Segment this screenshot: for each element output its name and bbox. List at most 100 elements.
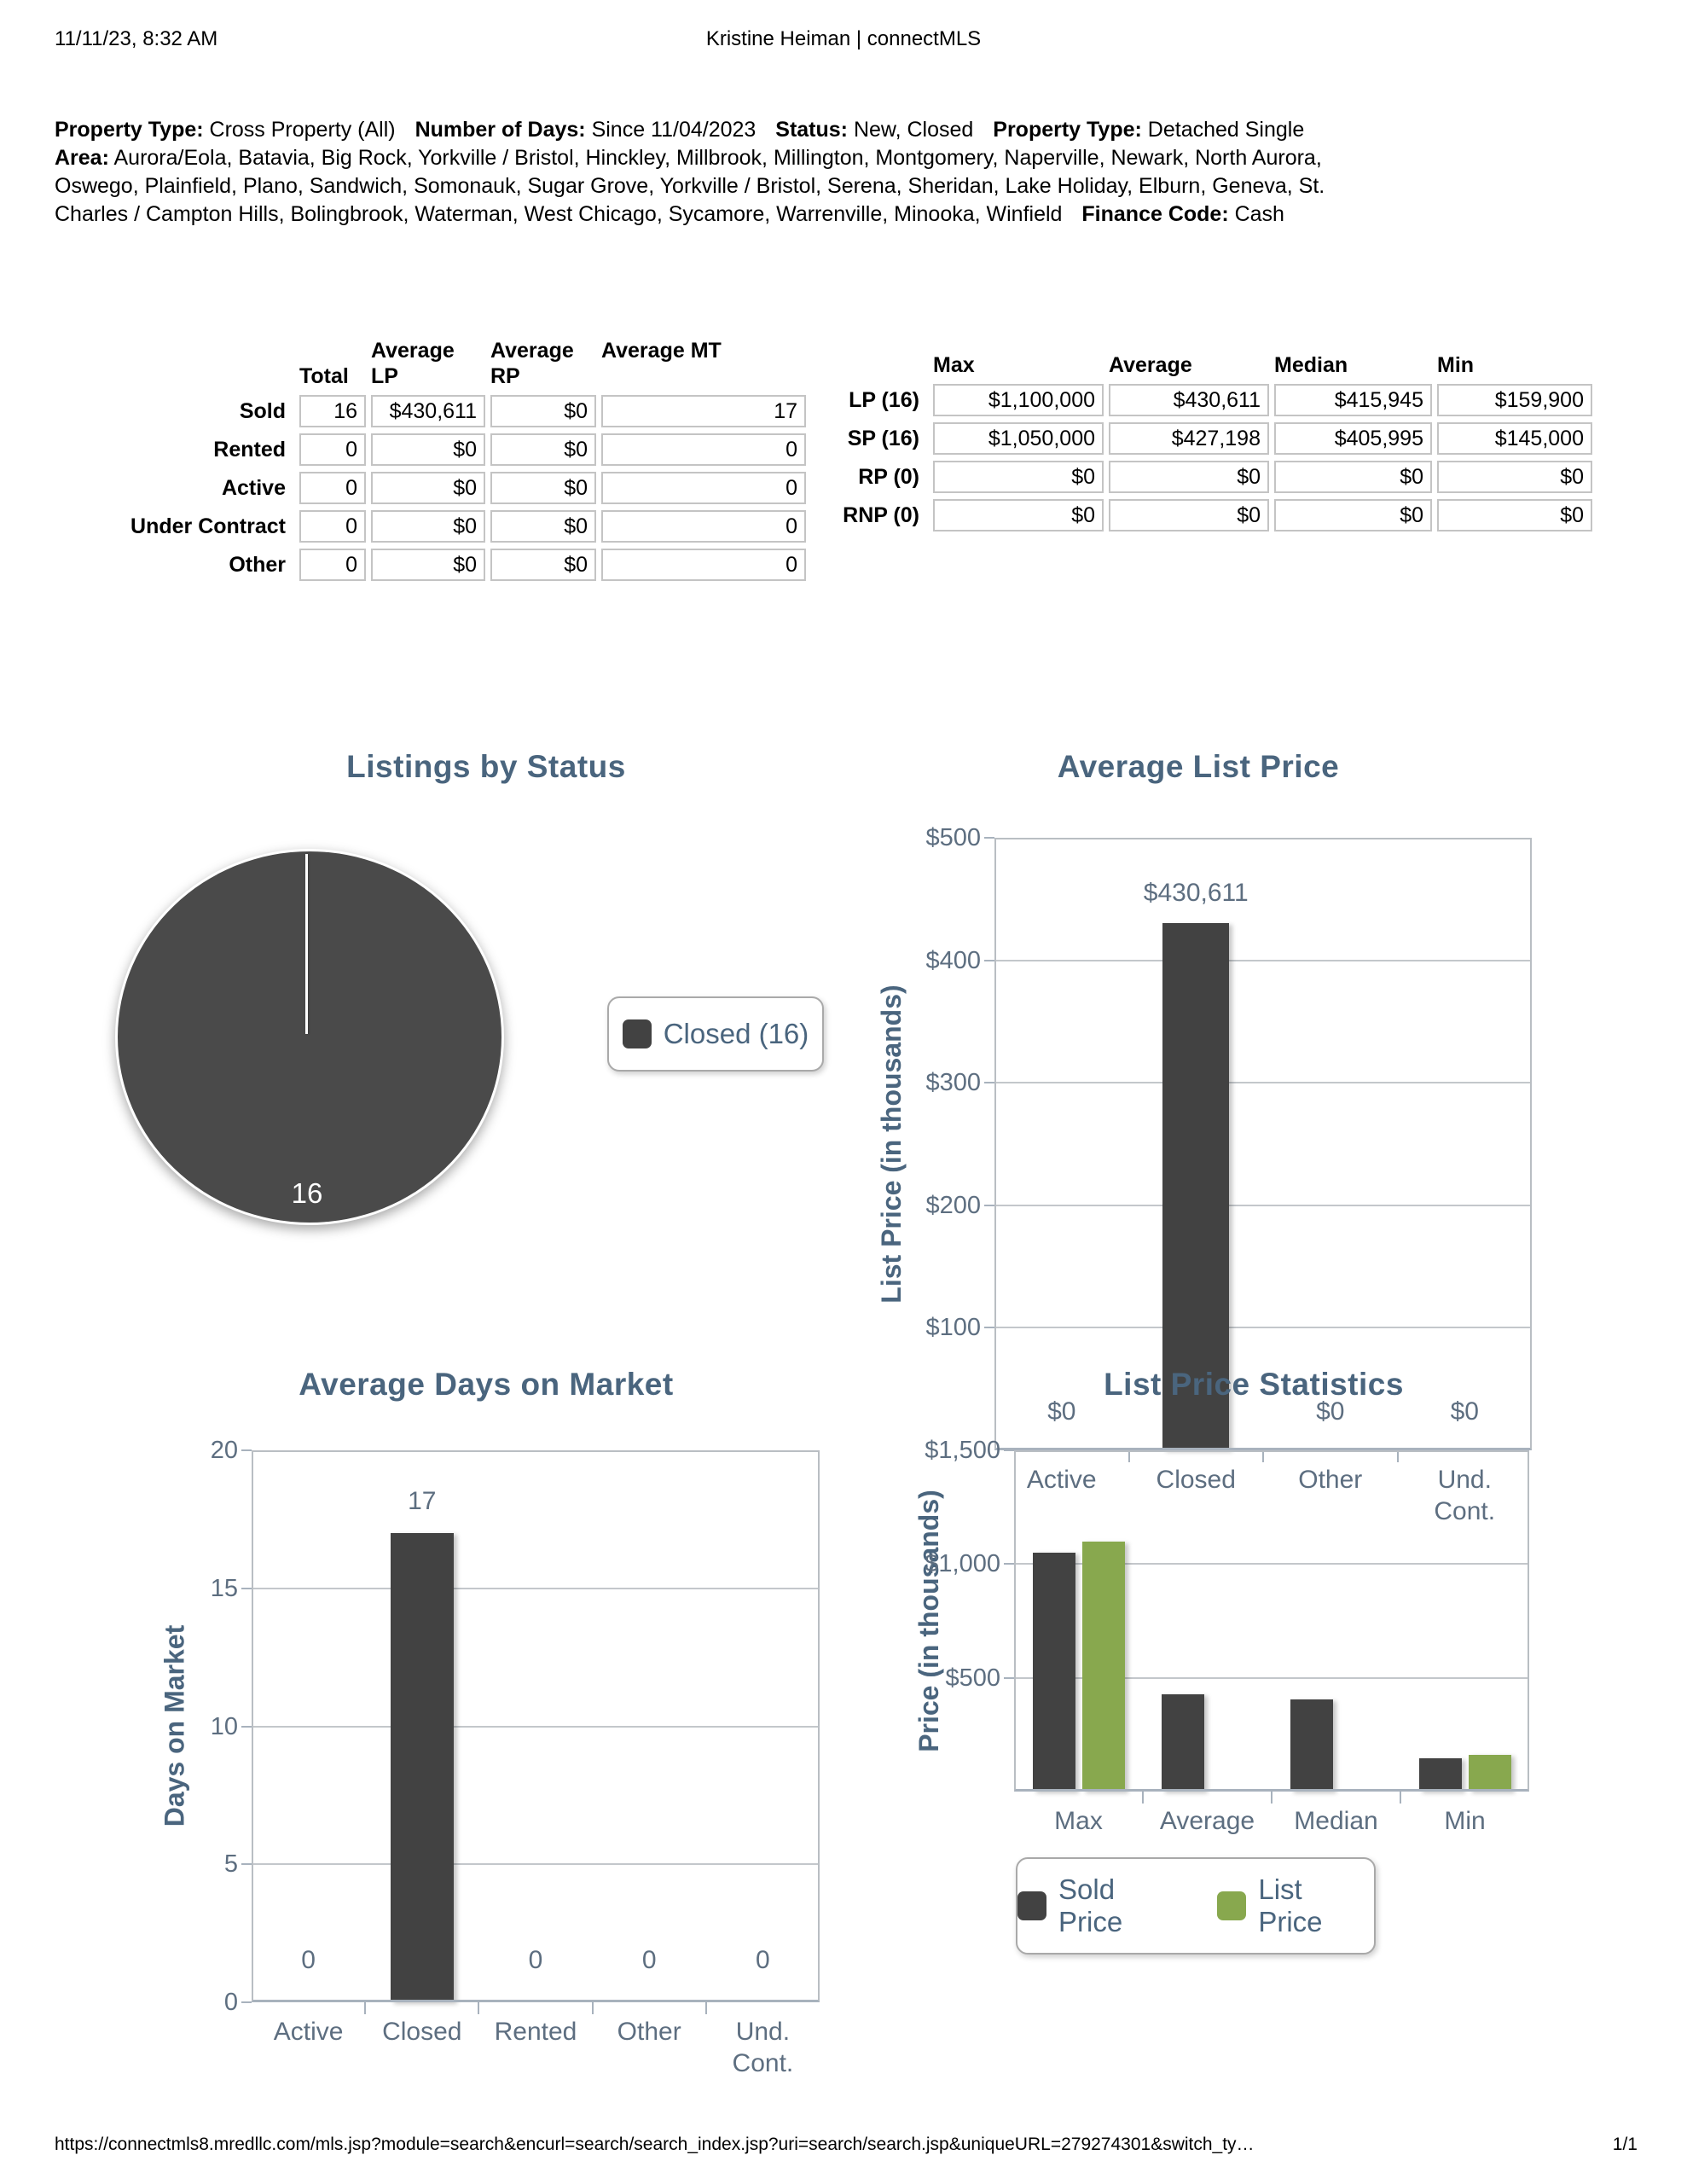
x-category-label: Und. Cont. (1434, 1466, 1496, 1525)
legend-swatch-list-price (1217, 1891, 1247, 1920)
y-axis-tick (984, 1327, 994, 1329)
x-axis-tick (1142, 1792, 1144, 1804)
y-tick-label: 20 (210, 1437, 238, 1464)
bar-sold-median (1290, 1699, 1333, 1792)
criteria-label: Status: (775, 118, 849, 142)
row-label: Other (229, 553, 286, 577)
table-cell: 0 (299, 549, 366, 581)
table-row: Other 0 $0 $0 0 (90, 549, 806, 581)
legend-item-sold-price: Sold Price (1017, 1873, 1186, 1938)
table-cell: 0 (299, 433, 366, 466)
criteria-item: Property Type: Cross Property (All) (55, 118, 396, 142)
x-category-label: Rented (494, 2018, 577, 2046)
legend-label-sold-price: Sold Price (1058, 1873, 1123, 1937)
criteria-value: Since 11/04/2023 (585, 118, 757, 142)
chart-title: List Price Statistics (1104, 1367, 1404, 1402)
y-axis-tick (241, 2001, 252, 2003)
bar-closed (390, 1533, 454, 2002)
chart-average-list-price: Average List Price List Price (in thousa… (840, 741, 1629, 1534)
table-row: LP (16) $1,100,000 $430,611 $415,945 $159,90… (817, 384, 1592, 416)
y-tick-label: 10 (210, 1712, 238, 1740)
column-header: Average (1109, 353, 1192, 377)
legend-label-list-price: List Price (1258, 1873, 1323, 1937)
bar-list-min (1468, 1755, 1511, 1792)
table-header-row: Total Average LP Average RP Average MT (90, 338, 806, 389)
criteria-value: New, Closed (848, 118, 974, 142)
x-category-label: Und. Cont. (732, 2018, 794, 2077)
column-header: Min (1437, 353, 1475, 377)
bar-sold-max (1032, 1553, 1075, 1792)
table-row: Active 0 $0 $0 0 (90, 472, 806, 504)
gridline (994, 1204, 1532, 1206)
bar-list-max (1081, 1541, 1125, 1792)
bar-sold-average (1161, 1694, 1204, 1792)
criteria-label: Property Type: (993, 118, 1142, 142)
table-cell: $0 (371, 433, 485, 466)
criteria-label: Area: (55, 146, 109, 170)
legend-label-closed: Closed (16) (663, 1018, 809, 1049)
column-header: Average MT (601, 339, 722, 363)
table-cell: $0 (490, 510, 596, 543)
legend-item-list-price: List Price (1217, 1873, 1374, 1938)
table-cell: $0 (371, 549, 485, 581)
criteria-item: Status: New, Closed (775, 118, 973, 142)
x-axis-tick (1128, 1450, 1130, 1462)
price-statistics-table: Max Average Median Min LP (16) $1,100,000 $430… (817, 352, 1592, 531)
x-category-label: Other (1298, 1466, 1363, 1494)
page-number: 1/1 (1612, 2135, 1638, 2154)
table-cell: $0 (1109, 499, 1269, 531)
table-cell: $0 (1274, 499, 1432, 531)
y-axis-title: Price (in thousands) (913, 1490, 944, 1752)
table-cell: $0 (490, 472, 596, 504)
pie-slice-closed (115, 849, 504, 1225)
gridline (252, 1587, 820, 1589)
table-cell: 17 (601, 395, 806, 427)
row-label: Sold (239, 399, 286, 423)
chart-listings-by-status: Listings by Status 16 Closed (16) (85, 741, 887, 1269)
x-category-label: Min (1444, 1807, 1486, 1835)
chart-list-price-statistics: List Price Statistics Price (in thousand… (840, 1358, 1629, 2041)
pie-legend: Closed (16) (607, 996, 824, 1072)
table-cell: $430,611 (371, 395, 485, 427)
row-label: RNP (0) (843, 503, 919, 527)
x-category-label: Max (1054, 1807, 1103, 1835)
y-tick-label: $300 (925, 1069, 981, 1097)
bar-value-label: 0 (756, 1946, 770, 1974)
table-cell: $1,100,000 (933, 384, 1104, 416)
gridline (1014, 1563, 1529, 1565)
table-cell: $1,050,000 (933, 422, 1104, 455)
x-category-label: Closed (1156, 1466, 1236, 1494)
table-row: Sold 16 $430,611 $0 17 (90, 395, 806, 427)
x-axis-tick (1262, 1450, 1264, 1462)
table-row: RP (0) $0 $0 $0 $0 (817, 461, 1592, 493)
x-category-label: Other (617, 2018, 681, 2046)
x-category-label: Average (1159, 1807, 1255, 1835)
x-category-label: Active (273, 2018, 344, 2046)
print-datetime: 11/11/23, 8:32 AM (55, 27, 218, 50)
table-cell: $0 (1109, 461, 1269, 493)
x-category-label: Closed (382, 2018, 462, 2046)
table-cell: $0 (371, 472, 485, 504)
bar-closed (1162, 922, 1230, 1450)
bar-value-label: $0 (1047, 1397, 1076, 1426)
table-cell: 0 (299, 510, 366, 543)
pie-value-label: 16 (291, 1177, 323, 1209)
gridline (994, 959, 1532, 961)
table-cell: 0 (601, 433, 806, 466)
x-axis-tick (704, 2002, 707, 2014)
criteria-label: Finance Code: (1081, 202, 1229, 226)
x-axis-tick (591, 2002, 594, 2014)
table-cell: $0 (933, 461, 1104, 493)
table-cell: $159,900 (1437, 384, 1592, 416)
source-url: https://connectmls8.mredllc.com/mls.jsp?… (55, 2135, 1255, 2154)
table-cell: $0 (1274, 461, 1432, 493)
x-axis-tick (478, 2002, 480, 2014)
y-axis-tick (241, 1863, 252, 1866)
bar-value-label: 0 (641, 1946, 657, 1974)
criteria-item: Property Type: Detached Single (993, 118, 1304, 142)
y-axis-tick (984, 959, 994, 961)
gridline (252, 1863, 820, 1866)
gridline (994, 1082, 1532, 1084)
criteria-item: Number of Days: Since 11/04/2023 (415, 118, 757, 142)
